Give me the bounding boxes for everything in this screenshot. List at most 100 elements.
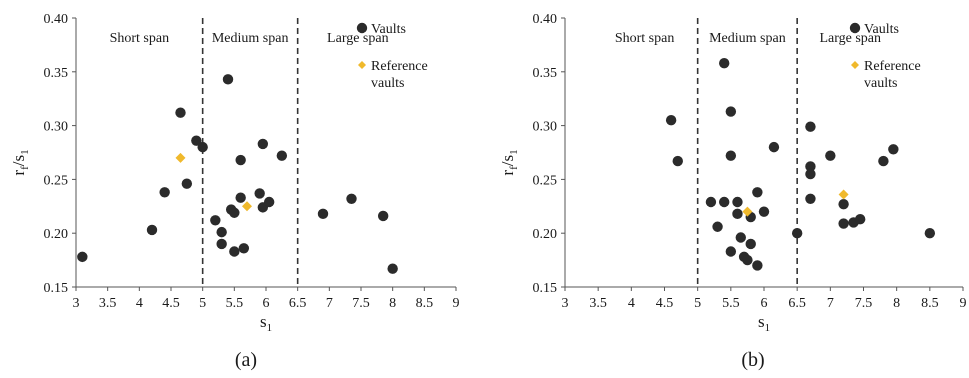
x-tick-label: 3	[73, 296, 80, 311]
y-tick-label: 0.20	[44, 227, 69, 242]
vault-point	[732, 208, 743, 220]
x-tick-label: 8.5	[416, 296, 434, 311]
vault-point	[742, 254, 753, 266]
x-tick-label: 6.5	[289, 296, 307, 311]
region-label: Large span	[819, 31, 881, 46]
vault-point	[235, 192, 246, 203]
vault-point	[805, 168, 816, 180]
y-tick-label: 0.30	[533, 120, 558, 135]
vault-point	[317, 208, 329, 220]
vault-point	[146, 224, 158, 236]
y-tick-label: 0.40	[533, 12, 558, 27]
legend-vaults-marker	[356, 22, 368, 34]
vault-point	[263, 196, 275, 208]
vault-point	[159, 187, 170, 198]
x-tick-label: 7.5	[855, 296, 873, 311]
x-tick-label: 8	[893, 296, 900, 311]
reference-vault-point	[742, 206, 753, 217]
vault-point	[878, 155, 889, 167]
x-tick-label: 7.5	[352, 296, 370, 311]
reference-vault-point	[838, 189, 849, 200]
legend-vaults-marker	[849, 22, 861, 34]
y-tick-label: 0.25	[44, 173, 69, 188]
x-tick-label: 5.5	[226, 296, 244, 311]
region-label: Short span	[615, 31, 675, 46]
vault-point	[838, 218, 849, 229]
y-tick-label: 0.15	[533, 281, 558, 296]
legend-vaults-label: Vaults	[371, 22, 406, 37]
vault-point	[197, 141, 208, 153]
x-tick-label: 6	[761, 296, 768, 311]
vault-point	[725, 106, 737, 117]
x-tick-label: 7	[326, 296, 333, 311]
x-tick-label: 6	[263, 296, 270, 311]
legend-reference-marker	[358, 61, 366, 69]
x-tick-label: 9	[453, 296, 460, 311]
vault-point	[77, 251, 88, 263]
scatter-chart-b: 0.15 0.20 0.25 0.30 0.35 0.40 3 3.5 4 4.5 5 5.5 6 6.5…	[498, 12, 967, 334]
x-tick-label: 4.5	[162, 296, 180, 311]
vault-point	[924, 228, 936, 239]
vault-point	[387, 263, 398, 274]
x-tick-label: 5	[694, 296, 701, 311]
reference-vault-point	[242, 201, 252, 212]
vault-point	[888, 144, 899, 155]
vault-point	[346, 193, 357, 204]
vault-point	[752, 187, 763, 198]
vault-point	[238, 243, 250, 254]
region-label: Short span	[110, 31, 170, 46]
x-axis-title: s1	[260, 312, 272, 334]
region-label: Medium span	[212, 31, 289, 46]
vault-point	[216, 226, 227, 238]
vault-point	[805, 161, 816, 172]
vault-point	[854, 214, 866, 225]
vault-point	[257, 138, 269, 150]
vault-point	[665, 115, 677, 126]
legend-vaults-label: Vaults	[864, 22, 899, 37]
chart-panel-b: 0.15 0.20 0.25 0.30 0.35 0.40 3 3.5 4 4.5 5 5.5 6 6.5…	[485, 0, 969, 378]
vault-point	[745, 238, 756, 250]
y-tick-label: 0.25	[533, 173, 558, 188]
vault-point	[254, 188, 265, 199]
legend-reference-label: Reference vaults	[371, 59, 428, 91]
vault-point	[712, 221, 723, 232]
vault-point	[229, 246, 240, 257]
vault-point	[768, 141, 780, 153]
vault-point	[752, 260, 763, 271]
legend-reference-marker	[851, 61, 859, 69]
vault-point	[235, 154, 246, 166]
x-tick-label: 4	[628, 296, 635, 311]
x-axis-title: s1	[758, 312, 770, 334]
scatter-chart-a: 0.15 0.20 0.25 0.30 0.35 0.40 3 3.5 4 4.5 5 5.5 6 6.5…	[9, 12, 460, 334]
x-tick-label: 4	[136, 296, 143, 311]
y-tick-label: 0.40	[44, 12, 69, 27]
region-label: Medium span	[709, 31, 786, 46]
legend-reference-label: Reference vaults	[864, 59, 921, 91]
x-tick-label: 3	[562, 296, 569, 311]
y-axis-title: rf/s1	[498, 149, 520, 175]
y-tick-label: 0.35	[44, 66, 69, 81]
x-tick-label: 3.5	[589, 296, 607, 311]
x-tick-label: 6.5	[788, 296, 806, 311]
vault-point	[719, 57, 730, 69]
reference-vault-point	[175, 152, 186, 163]
vault-point	[791, 228, 803, 239]
y-axis-title: rf/s1	[9, 149, 31, 175]
region-label: Large span	[327, 31, 389, 46]
vault-point	[216, 238, 227, 250]
vault-point	[705, 196, 717, 208]
vault-point	[276, 150, 288, 161]
panel-caption-b: (b)	[741, 349, 765, 371]
vault-point	[181, 178, 193, 189]
x-tick-label: 5.5	[722, 296, 740, 311]
vault-point	[377, 210, 389, 222]
x-tick-label: 8.5	[921, 296, 939, 311]
vault-point	[732, 196, 743, 208]
y-tick-label: 0.30	[44, 120, 69, 135]
vault-point	[758, 206, 770, 217]
vault-point	[725, 150, 737, 161]
vault-point	[825, 150, 836, 161]
x-tick-label: 5	[199, 296, 206, 311]
vault-point	[805, 121, 816, 132]
vault-point	[735, 232, 746, 243]
